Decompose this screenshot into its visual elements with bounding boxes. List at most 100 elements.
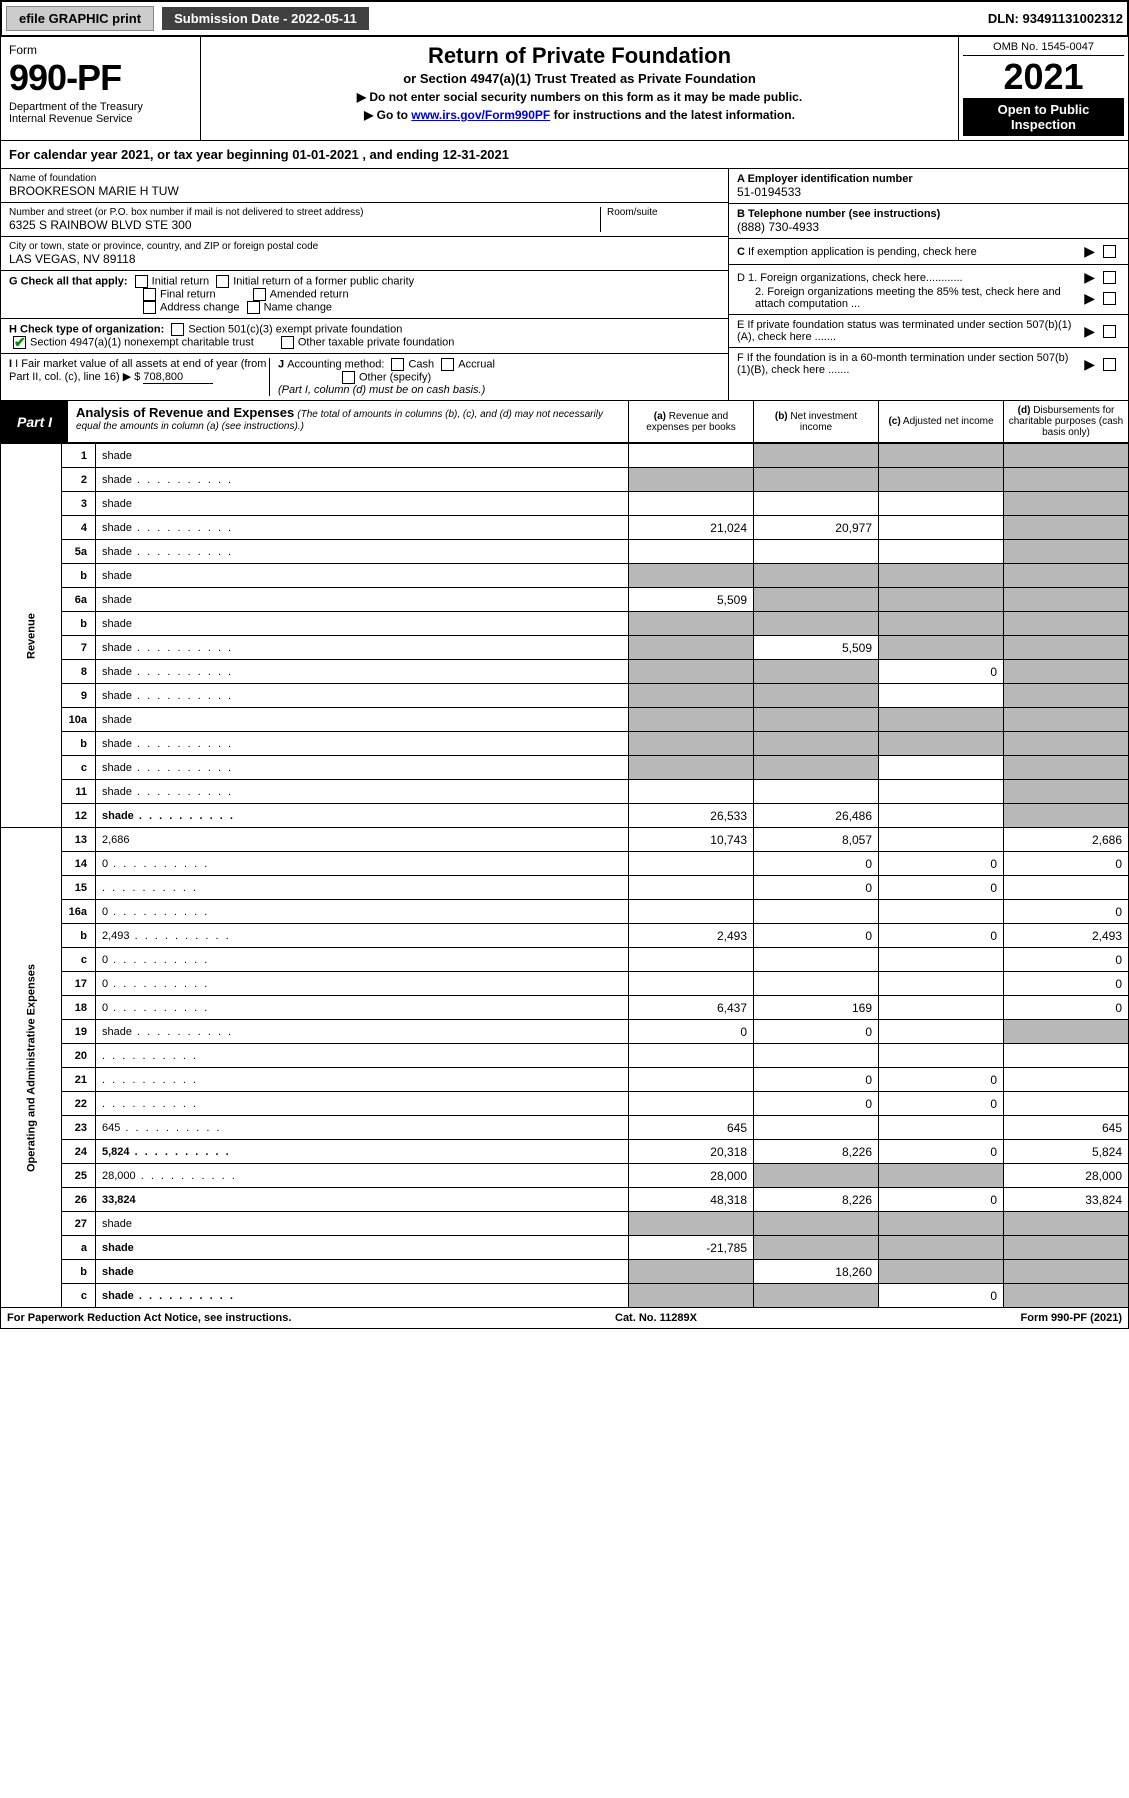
table-row: 16a00	[1, 900, 1129, 924]
cell-b	[754, 1164, 879, 1188]
dept-label: Department of the Treasury Internal Reve…	[9, 101, 192, 125]
cell-a: 5,509	[629, 588, 754, 612]
initial-return-checkbox[interactable]	[135, 275, 148, 288]
line-number: a	[62, 1236, 96, 1260]
4947a1-checkbox[interactable]	[13, 336, 26, 349]
terminated-checkbox[interactable]	[1103, 325, 1116, 338]
line-desc: shade	[96, 540, 629, 564]
cell-b	[754, 732, 879, 756]
foreign-org-checkbox[interactable]	[1103, 271, 1116, 284]
cell-c: 0	[879, 660, 1004, 684]
calendar-year-row: For calendar year 2021, or tax year begi…	[0, 141, 1129, 169]
line-number: 23	[62, 1116, 96, 1140]
cell-a	[629, 900, 754, 924]
cell-a	[629, 468, 754, 492]
line-desc: 28,000	[96, 1164, 629, 1188]
table-row: 2shade	[1, 468, 1129, 492]
cell-d: 2,493	[1004, 924, 1129, 948]
cell-c	[879, 948, 1004, 972]
line-number: 22	[62, 1092, 96, 1116]
line-number: 5a	[62, 540, 96, 564]
line-number: 2	[62, 468, 96, 492]
cell-d	[1004, 540, 1129, 564]
line-desc: shade	[96, 1236, 629, 1260]
cell-b: 0	[754, 876, 879, 900]
col-a-head: (a) Revenue and expenses per books	[628, 401, 753, 442]
cell-a	[629, 492, 754, 516]
501c3-checkbox[interactable]	[171, 323, 184, 336]
cell-d	[1004, 1236, 1129, 1260]
cell-c	[879, 804, 1004, 828]
line-desc: 0	[96, 996, 629, 1020]
line-number: 15	[62, 876, 96, 900]
line-number: 21	[62, 1068, 96, 1092]
form990pf-link[interactable]: www.irs.gov/Form990PF	[411, 108, 550, 122]
cell-c	[879, 996, 1004, 1020]
form-title: Return of Private Foundation	[221, 43, 938, 69]
address-change-checkbox[interactable]	[143, 301, 156, 314]
cell-a	[629, 876, 754, 900]
line-number: b	[62, 564, 96, 588]
line-number: 26	[62, 1188, 96, 1212]
cell-b: 8,057	[754, 828, 879, 852]
tel-cell: B Telephone number (see instructions) (8…	[729, 204, 1128, 239]
amended-return-checkbox[interactable]	[253, 288, 266, 301]
form-number: 990-PF	[9, 57, 192, 99]
cell-b	[754, 1044, 879, 1068]
cell-b	[754, 540, 879, 564]
cell-c	[879, 516, 1004, 540]
cell-a: 0	[629, 1020, 754, 1044]
cell-c	[879, 1260, 1004, 1284]
cell-b	[754, 1284, 879, 1308]
other-taxable-checkbox[interactable]	[281, 336, 294, 349]
part1-desc: Analysis of Revenue and Expenses (The to…	[68, 401, 628, 442]
cell-c	[879, 1044, 1004, 1068]
final-return-checkbox[interactable]	[143, 288, 156, 301]
cell-b	[754, 1116, 879, 1140]
name-change-checkbox[interactable]	[247, 301, 260, 314]
cell-c	[879, 468, 1004, 492]
cell-a	[629, 756, 754, 780]
cell-a	[629, 732, 754, 756]
cash-checkbox[interactable]	[391, 358, 404, 371]
line-number: b	[62, 924, 96, 948]
initial-public-checkbox[interactable]	[216, 275, 229, 288]
col-c-head: (c) Adjusted net income	[878, 401, 1003, 442]
60month-checkbox[interactable]	[1103, 358, 1116, 371]
line-number: 25	[62, 1164, 96, 1188]
cell-a	[629, 660, 754, 684]
accrual-checkbox[interactable]	[441, 358, 454, 371]
pending-checkbox[interactable]	[1103, 245, 1116, 258]
cell-a: 645	[629, 1116, 754, 1140]
line-desc: 0	[96, 948, 629, 972]
cell-d	[1004, 804, 1129, 828]
table-row: 19shade00	[1, 1020, 1129, 1044]
line-desc	[96, 1044, 629, 1068]
cell-a	[629, 948, 754, 972]
expenses-side-label: Operating and Administrative Expenses	[1, 828, 62, 1308]
foreign-85-checkbox[interactable]	[1103, 292, 1116, 305]
line-number: 1	[62, 444, 96, 468]
other-method-checkbox[interactable]	[342, 371, 355, 384]
line-desc: shade	[96, 1260, 629, 1284]
cell-c: 0	[879, 852, 1004, 876]
line-desc: 0	[96, 852, 629, 876]
cell-a	[629, 564, 754, 588]
cell-d	[1004, 1068, 1129, 1092]
identity-block: Name of foundation BROOKRESON MARIE H TU…	[0, 169, 1129, 401]
cell-c: 0	[879, 1140, 1004, 1164]
cell-c: 0	[879, 1068, 1004, 1092]
cell-a	[629, 1212, 754, 1236]
line-desc: shade	[96, 1284, 629, 1308]
line-desc: shade	[96, 660, 629, 684]
line-number: b	[62, 1260, 96, 1284]
efile-print-button[interactable]: efile GRAPHIC print	[6, 6, 154, 31]
cell-b: 26,486	[754, 804, 879, 828]
table-row: 9shade	[1, 684, 1129, 708]
line-number: 11	[62, 780, 96, 804]
line-number: 10a	[62, 708, 96, 732]
cell-a	[629, 1092, 754, 1116]
cell-d	[1004, 612, 1129, 636]
line-desc: shade	[96, 564, 629, 588]
line-number: 16a	[62, 900, 96, 924]
